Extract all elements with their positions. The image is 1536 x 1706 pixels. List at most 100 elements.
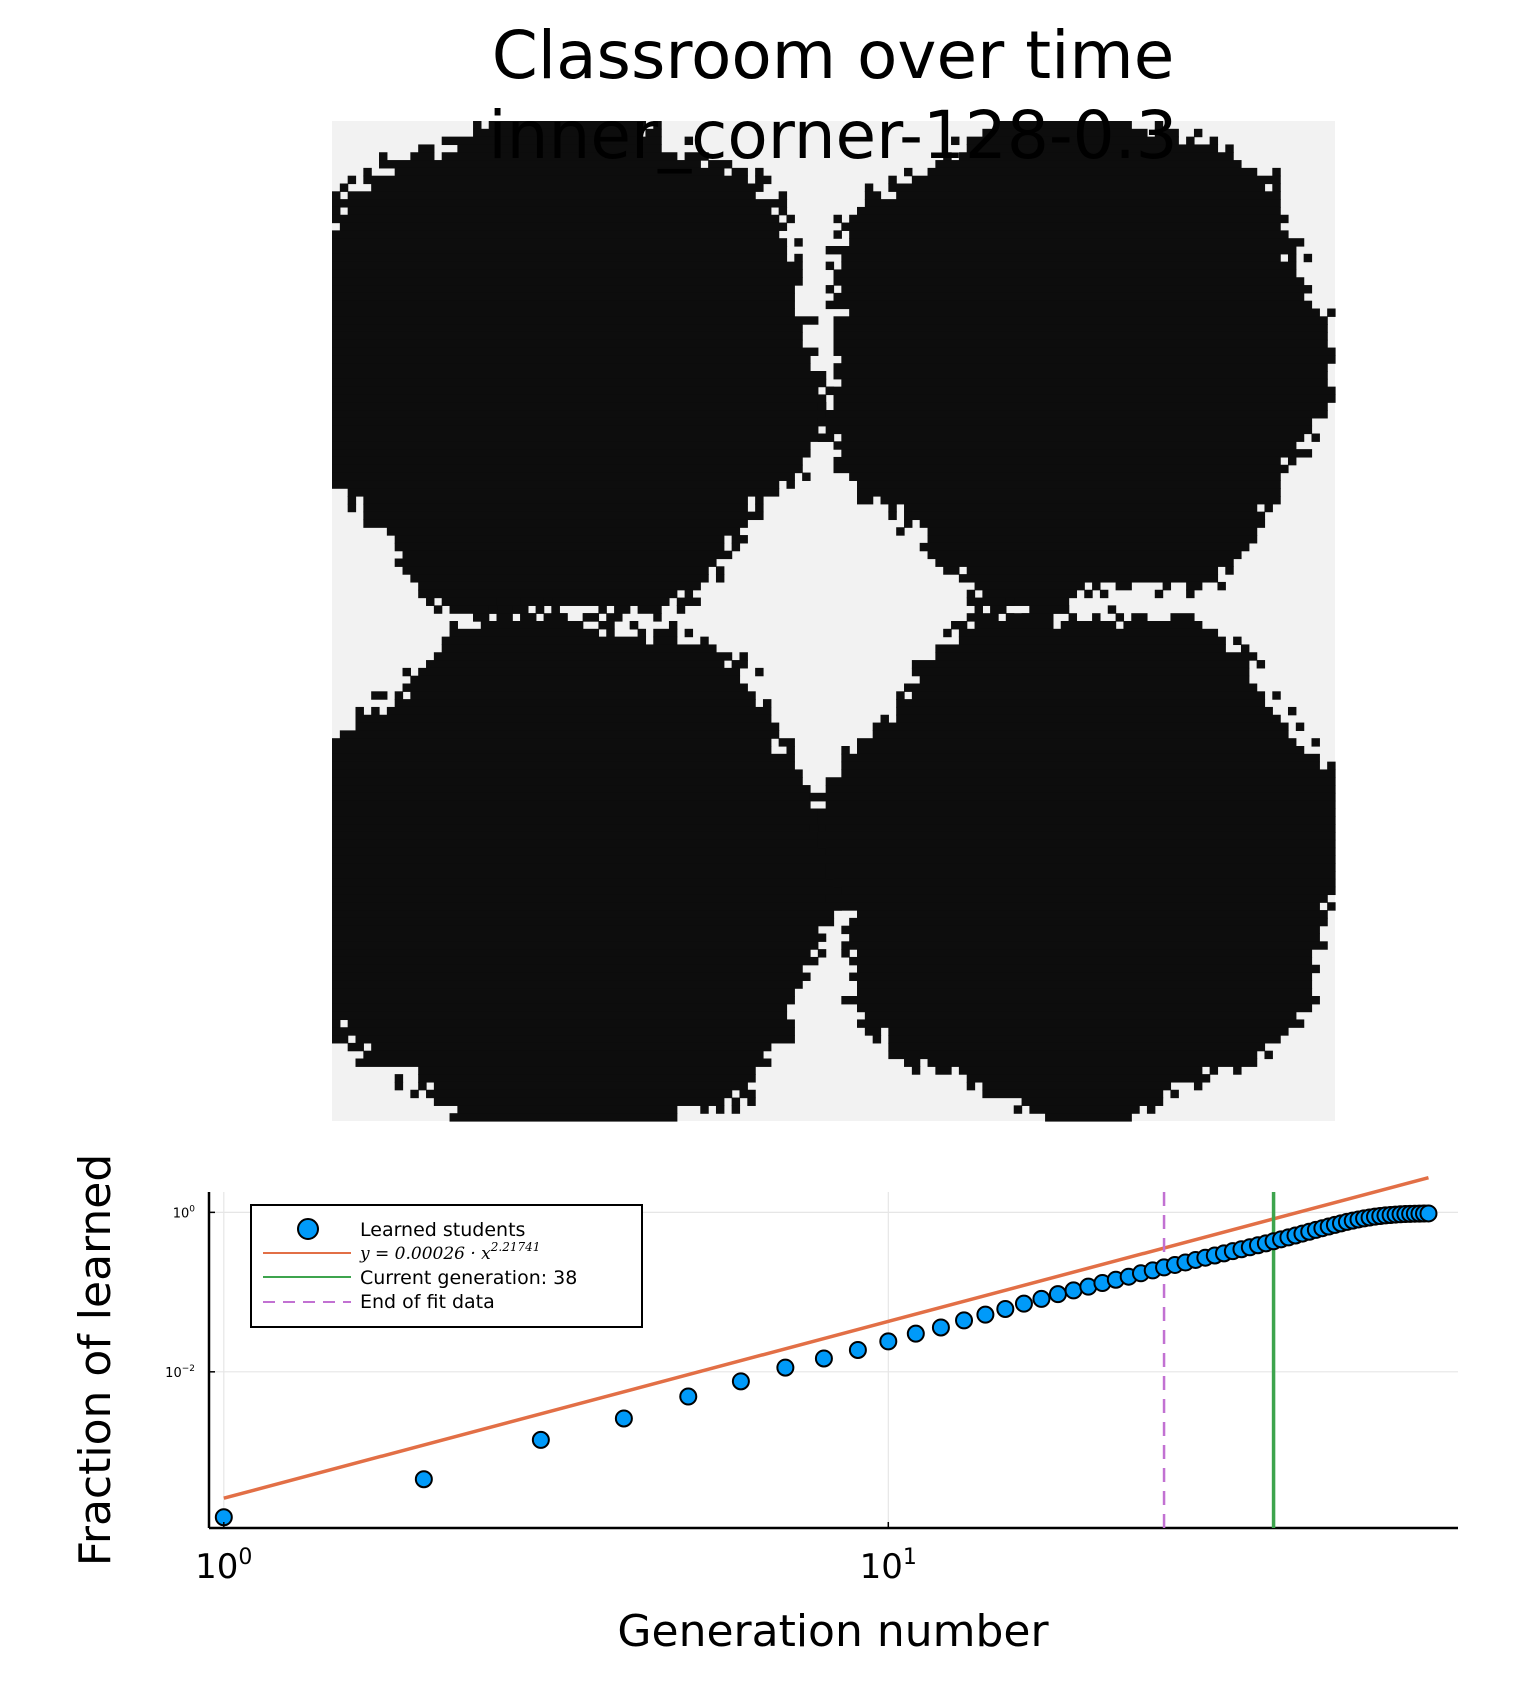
heatmap-cell-run [379,160,701,169]
heatmap-cell-run [833,441,1297,450]
heatmap-cell-run [449,628,600,638]
heatmap-cell-run [841,941,1328,950]
heatmap-cell-run [363,503,748,513]
heatmap-cell-run [888,1042,1266,1052]
heatmap-cell-run [715,566,725,575]
heatmap-cell-run [598,621,615,630]
heatmap-cell-run [473,613,490,622]
heatmap-cell-run [1154,121,1164,130]
heatmap-cell-run [449,621,458,630]
heatmap-cell-run [332,269,803,278]
heatmap-cell-run [1005,613,1054,622]
data-point [776,1358,795,1377]
heatmap-cell-run [888,1035,1281,1044]
heatmap-cell-run [857,964,1320,974]
heatmap-cell-run [332,831,842,841]
data-point [731,1372,750,1391]
heatmap-cell-run [606,613,623,622]
heatmap-cell-run [426,597,435,606]
heatmap-cell-run [653,121,662,130]
heatmap-cell-run [966,1074,1211,1083]
heatmap-cell-run [410,1089,419,1099]
heatmap-cell-run [653,636,678,646]
heatmap-cell-run [755,667,764,677]
heatmap-cell-run [833,347,1336,356]
heatmap-cell-run [480,621,584,630]
heatmap-cell-run [833,363,1328,372]
heatmap-cell-run [441,152,678,161]
heatmap-cluster [332,597,858,1122]
heatmap-cell-run [332,433,835,442]
heatmap-cell-run [849,972,1313,981]
heatmap-cell-run [849,917,1328,927]
heatmap-cell-run [1021,1097,1164,1106]
heatmap-cell-run [614,605,631,614]
heatmap-cell-run [332,410,835,419]
heatmap-cell-run [332,355,811,364]
heatmap-cell-run [355,714,772,724]
heatmap-cell-run [1303,253,1313,263]
heatmap-cell-run [332,1035,349,1044]
heatmap-cell-run [739,1089,756,1099]
heatmap-cell-run [958,636,1226,646]
heatmap-cell-run [332,855,842,864]
heatmap-cell-run [1029,605,1070,614]
heatmap-cell-run [966,613,999,622]
heatmap-cell-run [347,503,357,513]
heatmap-cell-run [1240,644,1250,653]
heatmap-cell-run [943,152,952,161]
heatmap-cell-run [951,136,960,146]
heatmap-cell-run [332,785,811,794]
heatmap-cell-run [833,855,1336,864]
heatmap-cell-run [1327,761,1336,771]
heatmap-cell-run [747,1097,756,1106]
heatmap-cell-run [833,402,1328,411]
heatmap-cell-run [394,535,725,544]
heatmap-cell-run [332,871,850,880]
heatmap-cell-run [653,628,678,638]
heatmap-cell-run [857,488,1281,497]
axes [207,1192,1458,1530]
heatmap-cell-run [935,1066,952,1075]
heatmap-cell-run [1186,136,1195,146]
heatmap-cell-run [990,605,1007,614]
heatmap-cell-run [332,456,803,466]
heatmap-cell-run [332,917,835,927]
heatmap-cell-run [700,636,709,646]
heatmap-cell-run [958,574,1219,583]
heatmap-cell-run [825,410,1328,419]
heatmap-cell-run [332,324,803,333]
heatmap-cell-run [982,589,1078,599]
heatmap-cell-run [857,949,1313,958]
heatmap-cell-run [825,824,1336,833]
heatmap-cell-run [982,1081,1172,1091]
heatmap-cell-run [332,1011,788,1021]
heatmap-cell-run [904,1058,921,1067]
heatmap-cell-run [966,597,1070,606]
heatmap-cell-run [598,605,607,614]
heatmap-cell-run [825,800,1336,810]
heatmap-cell-run [332,199,788,208]
heatmap-cell-run [841,253,1281,263]
heatmap-cell-run [410,574,709,583]
heatmap-cell-run [1327,308,1336,317]
heatmap-cell-run [433,652,733,661]
heatmap-cell-run [927,167,1258,177]
heatmap-cell-run [927,1058,1258,1067]
heatmap-cell-run [817,417,1313,427]
heatmap-cell-run [418,144,435,153]
heatmap-cell-run [911,660,1250,669]
heatmap-cell-run [825,894,1328,903]
heatmap-cell-run [347,488,780,497]
heatmap-cell-run [1170,1089,1179,1099]
heatmap-cell-run [1264,1050,1273,1060]
heatmap-cell-run [951,621,968,630]
heatmap-cell-run [394,542,725,552]
heatmap-cell-run [355,1035,795,1044]
heatmap-cell-run [849,308,1320,317]
heatmap-cell-run [825,847,1336,856]
heatmap-cell-run [888,175,897,185]
heatmap-cell-run [849,238,1305,247]
data-point [1014,1294,1033,1313]
legend-fit-base: y = 0.00026 · x [359,1244,491,1264]
